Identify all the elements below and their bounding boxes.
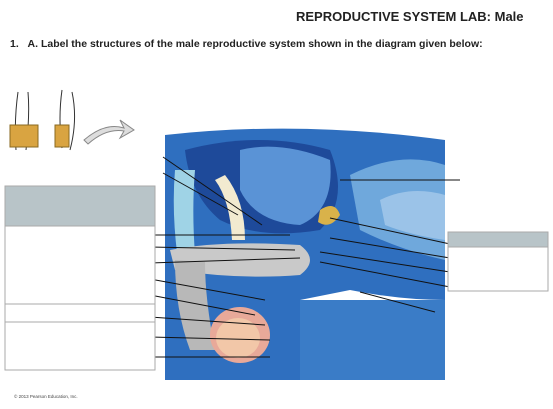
- question: 1. A. Label the structures of the male r…: [10, 38, 483, 50]
- body-icon: [9, 89, 76, 151]
- anatomy: [160, 128, 445, 380]
- copyright: © 2013 Pearson Education, Inc.: [14, 394, 78, 399]
- leader-lines: [149, 156, 460, 358]
- question-number: 1.: [10, 38, 19, 50]
- arrow-icon: [83, 119, 135, 145]
- question-text: A. Label the structures of the male repr…: [27, 38, 483, 50]
- page-title: REPRODUCTIVE SYSTEM LAB: Male: [296, 9, 524, 24]
- label-boxes: [4, 185, 549, 371]
